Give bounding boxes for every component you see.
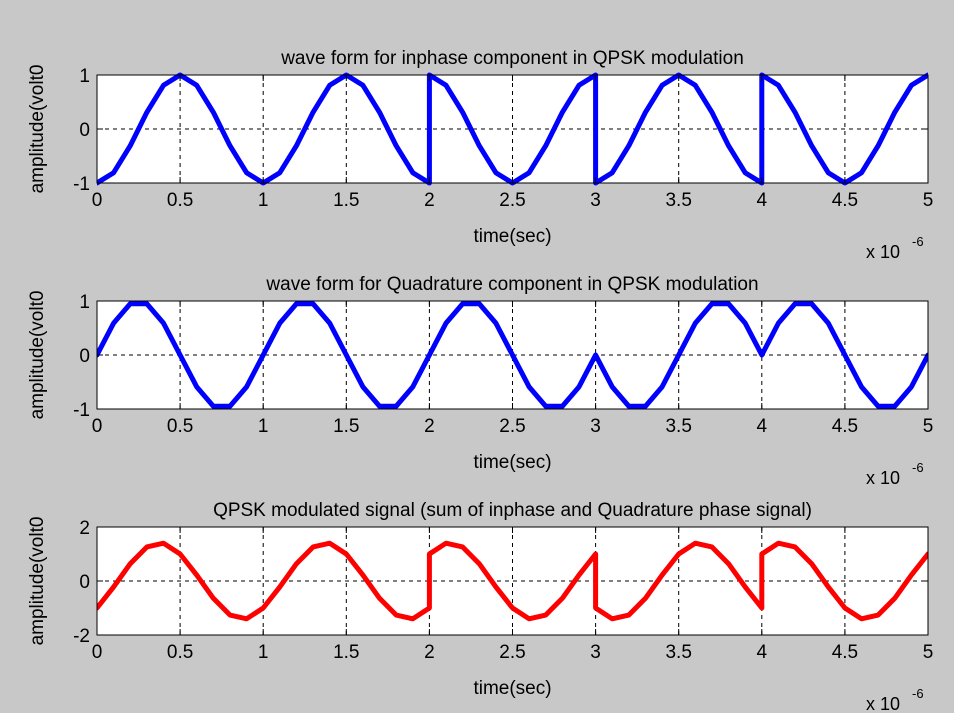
grid — [97, 301, 928, 409]
x-tick-label: 1.5 — [333, 642, 359, 663]
x-multiplier-base: x 10 — [866, 468, 900, 488]
x-tick-label: 4 — [757, 190, 768, 211]
x-tick-label: 2 — [424, 416, 435, 437]
x-tick-label: 4.5 — [832, 642, 858, 663]
series-line-1 — [97, 72, 928, 186]
x-axis-label: time(sec) — [473, 678, 551, 699]
x-tick-label: 5 — [923, 190, 934, 211]
x-multiplier: x 10 -6 — [866, 460, 924, 488]
x-tick-label: 1 — [258, 190, 269, 211]
y-tick-label: 0 — [79, 572, 90, 593]
x-tick-label: 1.5 — [333, 190, 359, 211]
x-tick-label: 1 — [258, 642, 269, 663]
x-tick-label: 2.5 — [499, 642, 525, 663]
y-tick-label: -2 — [73, 626, 90, 647]
x-multiplier-exponent: -6 — [912, 686, 924, 701]
x-tick-label: 2.5 — [499, 190, 525, 211]
grid — [97, 527, 928, 635]
chart-title: wave form for inphase component in QPSK … — [280, 48, 744, 69]
x-multiplier: x 10 -6 — [866, 234, 924, 262]
x-tick-label: 3 — [590, 642, 601, 663]
y-tick-label: -1 — [73, 174, 90, 195]
y-axis-label: amplitude(volt0 — [27, 517, 48, 646]
x-multiplier-exponent: -6 — [912, 460, 924, 475]
x-multiplier-exponent: -6 — [912, 234, 924, 249]
chart-title: wave form for Quadrature component in QP… — [265, 274, 758, 295]
x-tick-label: 4 — [757, 642, 768, 663]
y-tick-label: 0 — [79, 120, 90, 141]
x-multiplier: x 10 -6 — [866, 686, 924, 713]
x-tick-label: 0.5 — [167, 190, 193, 211]
x-tick-label: 4.5 — [832, 416, 858, 437]
x-multiplier-base: x 10 — [866, 242, 900, 262]
x-tick-label: 1 — [258, 416, 269, 437]
x-tick-label: 0.5 — [167, 642, 193, 663]
x-multiplier-base: x 10 — [866, 694, 900, 713]
x-tick-label: 3.5 — [665, 642, 691, 663]
x-tick-label: 0 — [92, 416, 103, 437]
y-tick-label: 2 — [79, 518, 90, 539]
y-axis-label: amplitude(volt0 — [27, 65, 48, 194]
x-tick-label: 5 — [923, 642, 934, 663]
y-tick-label: 1 — [79, 66, 90, 87]
x-tick-label: 0 — [92, 642, 103, 663]
y-tick-label: 0 — [79, 346, 90, 367]
y-tick-label: -1 — [73, 400, 90, 421]
x-axis-label: time(sec) — [473, 226, 551, 247]
x-tick-label: 2 — [424, 190, 435, 211]
x-tick-label: 4 — [757, 416, 768, 437]
x-tick-label: 3 — [590, 190, 601, 211]
x-tick-label: 2 — [424, 642, 435, 663]
chart-title: QPSK modulated signal (sum of inphase an… — [213, 500, 812, 521]
x-tick-label: 0.5 — [167, 416, 193, 437]
x-tick-label: 0 — [92, 190, 103, 211]
y-axis-label: amplitude(volt0 — [27, 291, 48, 420]
x-axis-label: time(sec) — [473, 452, 551, 473]
y-tick-label: 1 — [79, 292, 90, 313]
series-line-1 — [97, 540, 928, 622]
x-tick-label: 2.5 — [499, 416, 525, 437]
x-tick-label: 4.5 — [832, 190, 858, 211]
x-tick-label: 3.5 — [665, 416, 691, 437]
x-tick-label: 3 — [590, 416, 601, 437]
series-line-1 — [97, 301, 928, 409]
x-tick-label: 5 — [923, 416, 934, 437]
x-tick-label: 1.5 — [333, 416, 359, 437]
x-tick-label: 3.5 — [665, 190, 691, 211]
